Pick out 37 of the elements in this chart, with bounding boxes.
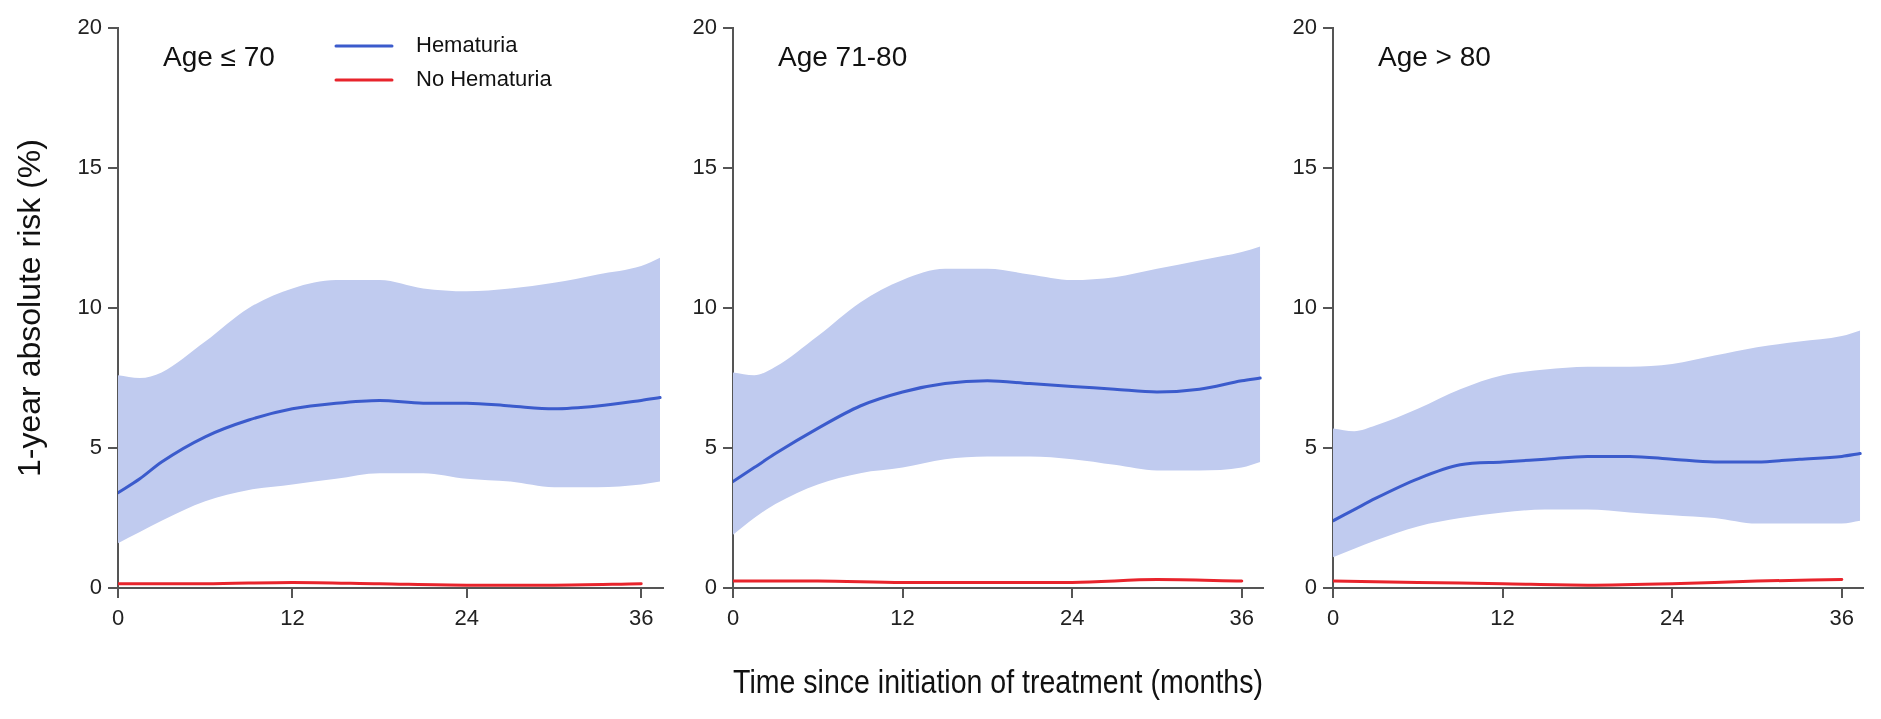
x-tick-label: 12 — [890, 605, 915, 631]
y-tick-label: 15 — [77, 154, 102, 180]
y-tick-label: 5 — [89, 434, 102, 460]
legend-label: No Hematuria — [416, 66, 553, 92]
y-tick-label: 20 — [77, 14, 102, 40]
y-axis-title: 1-year absolute risk (%) — [11, 139, 48, 477]
y-tick-label: 10 — [692, 294, 717, 320]
y-tick-label: 10 — [1292, 294, 1317, 320]
line-series — [1333, 452, 1862, 523]
y-tick-label: 15 — [1292, 154, 1317, 180]
x-tick-label: 12 — [280, 605, 305, 631]
x-tick-label: 36 — [628, 605, 654, 631]
y-tick-label: 20 — [1292, 14, 1317, 40]
legend-label: Hematuria — [416, 32, 519, 58]
text: Age 71-80 — [778, 40, 908, 72]
text: Age > 80 — [1378, 40, 1491, 72]
x-tick-label: 0 — [726, 605, 740, 631]
y-tick-label: 20 — [692, 14, 717, 40]
x-tick-label: 0 — [1326, 605, 1340, 631]
y-tick-label: 0 — [704, 574, 717, 600]
x-tick-label: 36 — [1229, 605, 1255, 631]
line-series — [733, 376, 1262, 484]
y-tick-label: 5 — [1304, 434, 1317, 460]
line-series — [118, 396, 662, 495]
y-tick-label: 15 — [692, 154, 717, 180]
x-tick-label: 24 — [454, 605, 480, 631]
y-tick-label: 0 — [1304, 574, 1317, 600]
y-tick-label: 5 — [704, 434, 717, 460]
y-tick-label: 10 — [77, 294, 102, 320]
x-tick-label: 24 — [1659, 605, 1685, 631]
x-tick-label: 36 — [1829, 605, 1855, 631]
x-axis-title: Time since initiation of treatment (months) — [733, 662, 1263, 701]
x-tick-label: 0 — [111, 605, 125, 631]
text: Age ≤ 70 — [163, 40, 275, 72]
x-tick-label: 24 — [1059, 605, 1085, 631]
y-tick-label: 0 — [89, 574, 102, 600]
x-tick-label: 12 — [1490, 605, 1515, 631]
